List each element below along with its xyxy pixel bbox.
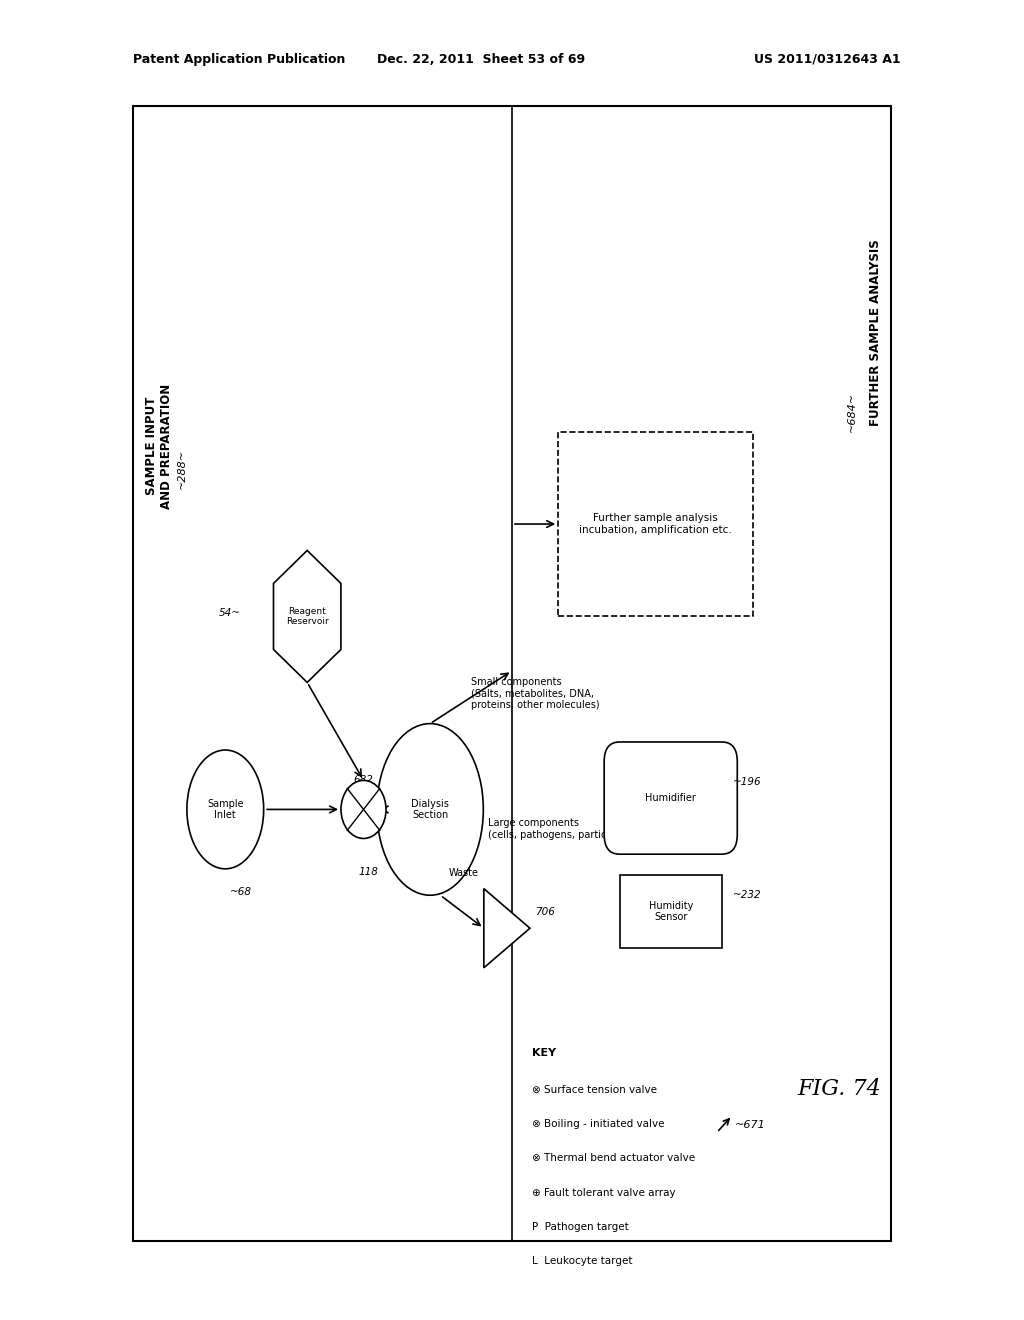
Text: Waste: Waste bbox=[449, 869, 478, 878]
Polygon shape bbox=[273, 550, 341, 682]
Text: 706: 706 bbox=[535, 907, 555, 917]
Text: ~232: ~232 bbox=[733, 891, 762, 900]
Text: 682: 682 bbox=[353, 775, 374, 785]
FancyBboxPatch shape bbox=[604, 742, 737, 854]
Text: L  Leukocyte target: L Leukocyte target bbox=[532, 1257, 633, 1266]
Text: KEY: KEY bbox=[532, 1048, 557, 1057]
Ellipse shape bbox=[341, 780, 386, 838]
Text: Humidity
Sensor: Humidity Sensor bbox=[648, 900, 693, 923]
Text: Dialysis
Section: Dialysis Section bbox=[412, 799, 449, 820]
Ellipse shape bbox=[186, 750, 264, 869]
Text: SAMPLE INPUT
AND PREPARATION: SAMPLE INPUT AND PREPARATION bbox=[144, 384, 173, 508]
Bar bbox=[620, 875, 722, 948]
Text: ~288~: ~288~ bbox=[177, 449, 187, 488]
Text: Humidifier: Humidifier bbox=[645, 793, 696, 803]
Bar bbox=[133, 106, 891, 1241]
Text: ~196: ~196 bbox=[733, 777, 762, 787]
Text: Large components
(cells, pathogens, particles): Large components (cells, pathogens, part… bbox=[488, 818, 625, 840]
Text: P  Pathogen target: P Pathogen target bbox=[532, 1222, 629, 1232]
Text: FURTHER SAMPLE ANALYSIS: FURTHER SAMPLE ANALYSIS bbox=[869, 239, 882, 426]
Text: ⊕ Fault tolerant valve array: ⊕ Fault tolerant valve array bbox=[532, 1188, 676, 1197]
Text: FIG. 74: FIG. 74 bbox=[798, 1078, 882, 1100]
Text: Small components
(Salts, metabolites, DNA,
proteins, other molecules): Small components (Salts, metabolites, DN… bbox=[471, 677, 600, 710]
Text: ⊗ Surface tension valve: ⊗ Surface tension valve bbox=[532, 1085, 657, 1094]
Text: ~671: ~671 bbox=[735, 1119, 766, 1130]
Text: ⊗ Thermal bend actuator valve: ⊗ Thermal bend actuator valve bbox=[532, 1154, 695, 1163]
Text: 54~: 54~ bbox=[219, 609, 241, 619]
Text: Reagent
Reservoir: Reagent Reservoir bbox=[286, 607, 329, 626]
Text: Further sample analysis
incubation, amplification etc.: Further sample analysis incubation, ampl… bbox=[579, 513, 732, 535]
Text: 118: 118 bbox=[358, 867, 379, 878]
Text: ~68: ~68 bbox=[230, 887, 252, 898]
Polygon shape bbox=[483, 888, 530, 968]
Text: Patent Application Publication: Patent Application Publication bbox=[133, 53, 345, 66]
Text: Sample
Inlet: Sample Inlet bbox=[207, 799, 244, 820]
Ellipse shape bbox=[377, 723, 483, 895]
Text: Dec. 22, 2011  Sheet 53 of 69: Dec. 22, 2011 Sheet 53 of 69 bbox=[377, 53, 586, 66]
Text: ~684~: ~684~ bbox=[847, 392, 857, 432]
Text: ⊗ Boiling - initiated valve: ⊗ Boiling - initiated valve bbox=[532, 1119, 665, 1129]
Text: US 2011/0312643 A1: US 2011/0312643 A1 bbox=[755, 53, 901, 66]
Bar bbox=[558, 432, 753, 616]
